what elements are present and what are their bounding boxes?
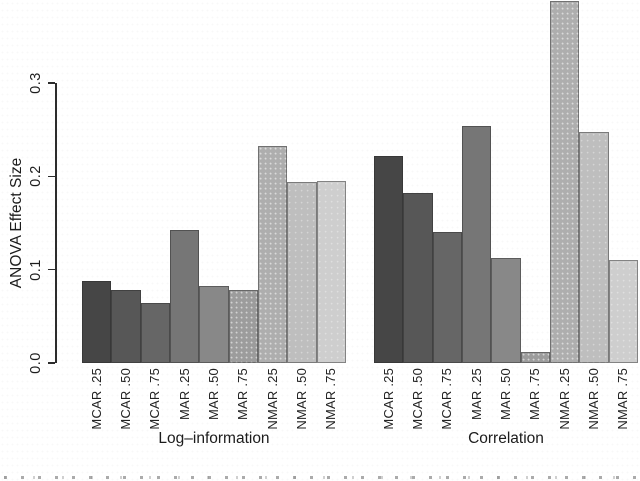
group-label-correlation: Correlation <box>468 430 544 447</box>
bar-correlation-nmar-25 <box>550 1 579 363</box>
group-label-log-information: Log–information <box>158 430 270 447</box>
x-label-log-information-nmar-25: NMAR .25 <box>264 368 280 430</box>
x-label-log-information-mcar-50: MCAR .50 <box>117 368 133 430</box>
x-label-correlation-mcar-75: MCAR .75 <box>439 368 455 430</box>
y-tick-mark-0.0 <box>48 362 55 364</box>
y-tick-label-0.0: 0.0 <box>28 352 44 374</box>
x-label-log-information-nmar-75: NMAR .75 <box>323 368 339 430</box>
bar-correlation-nmar-75 <box>609 260 638 363</box>
bar-log-information-mar-75 <box>229 290 258 363</box>
x-label-log-information-mcar-25: MCAR .25 <box>88 368 104 430</box>
x-label-log-information-mar-50: MAR .50 <box>205 368 221 420</box>
bar-log-information-mar-50 <box>199 286 229 363</box>
bar-correlation-nmar-50 <box>579 132 609 363</box>
x-label-correlation-mar-25: MAR .25 <box>468 368 484 420</box>
y-tick-label-0.2: 0.2 <box>28 165 44 188</box>
x-label-log-information-mcar-75: MCAR .75 <box>147 368 163 430</box>
bar-correlation-mcar-75 <box>433 232 462 363</box>
bar-correlation-mar-50 <box>491 258 521 363</box>
cropped-caption-fragment <box>4 476 636 479</box>
bar-log-information-nmar-50 <box>287 182 317 363</box>
y-tick-label-0.1: 0.1 <box>28 258 44 281</box>
x-label-correlation-mcar-50: MCAR .50 <box>409 368 425 430</box>
bar-log-information-nmar-75 <box>317 181 346 363</box>
y-tick-mark-0.2 <box>48 175 55 178</box>
bar-correlation-mar-75 <box>521 352 550 363</box>
x-label-correlation-nmar-50: NMAR .50 <box>585 368 601 430</box>
bar-log-information-mcar-75 <box>141 303 170 363</box>
x-label-correlation-nmar-25: NMAR .25 <box>556 368 572 430</box>
x-label-correlation-mar-75: MAR .75 <box>527 368 543 420</box>
bar-log-information-mcar-50 <box>111 290 141 363</box>
y-axis-title: ANOVA Effect Size <box>8 157 25 289</box>
bar-correlation-mcar-50 <box>403 193 433 363</box>
x-label-correlation-mar-50: MAR .50 <box>497 368 513 420</box>
bar-correlation-mcar-25 <box>374 156 403 363</box>
bar-log-information-mar-25 <box>170 230 199 363</box>
y-tick-label-0.3: 0.3 <box>28 72 44 94</box>
x-label-correlation-nmar-75: NMAR .75 <box>615 368 631 430</box>
x-label-correlation-mcar-25: MCAR .25 <box>380 368 396 430</box>
x-label-log-information-mar-75: MAR .75 <box>235 368 251 420</box>
x-label-log-information-nmar-50: NMAR .50 <box>293 368 309 430</box>
y-tick-mark-0.1 <box>48 268 55 271</box>
y-axis-line <box>55 83 57 363</box>
bar-log-information-mcar-25 <box>82 281 111 363</box>
x-label-log-information-mar-25: MAR .25 <box>176 368 192 420</box>
bar-correlation-mar-25 <box>462 126 491 363</box>
y-tick-mark-0.3 <box>48 82 55 84</box>
bar-log-information-nmar-25 <box>258 146 287 363</box>
